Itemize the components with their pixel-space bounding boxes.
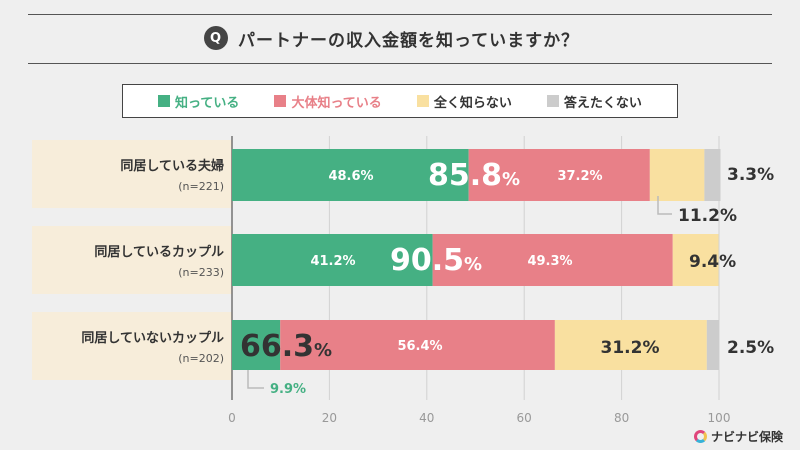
legend-swatch [274,95,287,107]
legend-label: 知っている [175,95,240,111]
question-text: パートナーの収入金額を知っていますか？ [238,30,580,51]
x-tick-label: 80 [614,411,629,425]
category-label: 同居していないカップル [81,331,224,346]
total-known-label: 85.8% [428,158,520,193]
legend-label: 大体知っている [291,95,382,111]
sample-size-label: (n=233) [178,266,224,279]
data-label: 56.4% [397,339,442,354]
bar-全く知らない [554,320,707,370]
legend-item-roughly-known: 大体知っている [274,92,382,111]
brand-logo: ナビナビ保険 [694,428,783,445]
leader-line [247,370,264,389]
top-rule [28,14,772,15]
brand-logo-icon [694,430,707,443]
data-label: 9.4% [689,252,736,272]
sample-size-label: (n=202) [178,352,224,365]
question-icon: Q [204,26,228,50]
sample-size-label: (n=221) [178,180,224,193]
legend-item-known: 知っている [158,92,239,111]
legend-item-no-answer: 答えたくない [546,92,642,111]
data-label: 41.2% [310,254,355,269]
bar-答えたくない [704,149,721,201]
category-label-bg [32,226,232,294]
category-label-bg [32,312,232,380]
legend-swatch [416,95,429,107]
data-label: 48.6% [328,169,373,184]
category-label: 同居している夫婦 [120,158,224,174]
total-known-label: 90.5% [390,243,482,278]
legend-label: 全く知らない [433,95,512,111]
legend-label: 答えたくない [563,95,642,111]
brand-name: ナビナビ保険 [711,430,784,444]
bar-大体知っている [432,234,673,286]
x-tick-label: 20 [322,411,337,425]
bar-答えたくない [706,320,719,370]
data-label: 37.2% [557,169,602,184]
bar-全く知らない [672,234,719,286]
legend-swatch [546,95,559,107]
bar-知っている [232,234,433,286]
data-label: 11.2% [678,206,737,226]
data-label: 31.2% [601,338,660,358]
leader-line [657,196,672,215]
legend-swatch [158,95,171,107]
bar-大体知っている [280,320,555,370]
data-label: 2.5% [727,338,774,358]
legend-item-not-known: 全く知らない [416,92,512,111]
x-tick-label: 0 [228,411,236,425]
question-heading: Q パートナーの収入金額を知っていますか？ [204,18,579,58]
x-tick-label: 60 [517,411,532,425]
bar-知っている [232,320,281,370]
bar-大体知っている [468,149,650,201]
bar-全く知らない [649,149,705,201]
bar-知っている [232,149,469,201]
bottom-rule [28,63,772,64]
data-label: 49.3% [527,254,572,269]
legend: 知っている 大体知っている 全く知らない 答えたくない [122,84,678,118]
x-tick-label: 100 [708,411,731,425]
x-tick-label: 40 [419,411,434,425]
total-known-label: 66.3% [240,329,332,364]
data-label: 9.9% [270,382,306,397]
category-label-bg [32,140,232,208]
data-label: 3.3% [727,165,774,185]
category-label: 同居しているカップル [94,245,224,260]
